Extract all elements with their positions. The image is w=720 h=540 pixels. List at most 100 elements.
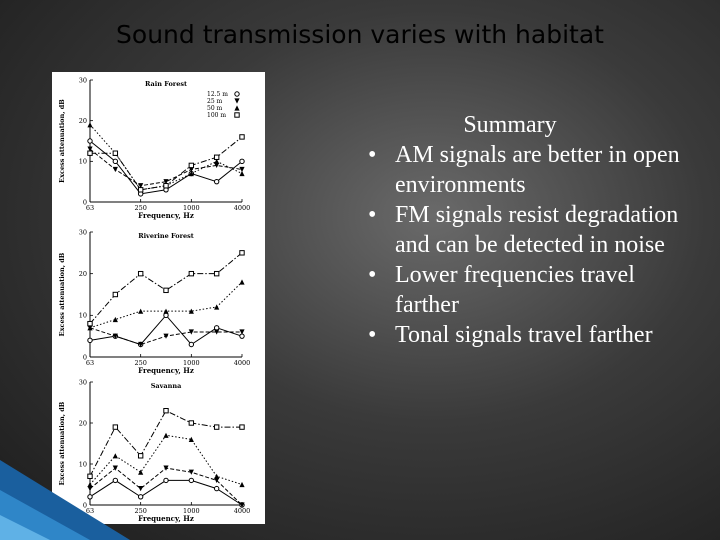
series-line [89,314,243,346]
data-point [188,329,194,335]
data-point [239,481,245,488]
summary-bullet-text: Tonal signals travel farther [395,322,653,348]
legend-marker [234,105,240,111]
y-axis-label: Excess attenuation, dB [58,99,66,183]
y-axis-label: Excess attenuation, dB [58,401,66,485]
x-tick-label: 63 [86,359,94,367]
y-tick-label: 10 [79,312,87,320]
data-point [163,465,169,471]
data-point [239,279,245,285]
data-point [163,408,169,414]
data-point [112,477,119,484]
data-point [239,158,245,165]
x-axis-label: Frequency, Hz [138,211,194,220]
summary-bullet-text: Lower frequencies travel farther [395,262,635,318]
y-tick-label: 20 [79,270,87,278]
data-point [137,270,144,277]
data-point [188,166,194,173]
y-tick-label: 20 [79,419,87,427]
y-tick-label: 0 [83,353,87,361]
y-tick-label: 30 [79,378,87,386]
x-axis-label: Frequency, Hz [138,366,194,375]
data-point [112,150,119,156]
data-point [112,333,118,339]
data-point [138,486,144,492]
data-point [239,170,245,177]
x-tick-label: 4000 [234,204,251,212]
data-point [87,481,93,488]
data-point [137,453,144,459]
chart-title: Rain Forest [145,80,187,88]
y-tick-label: 10 [79,158,87,166]
chart-title: Riverine Forest [138,232,194,240]
summary-heading: Summary [463,112,557,138]
data-point [138,308,144,314]
chart-panel: Savanna 0 10 20 30 63 250 1000 4000 Frequency, Hz… [58,378,250,523]
bullet-icon: • [368,262,377,288]
chart-panel: Rain Forest 0 10 20 30 63 250 1000 4000 Frequency… [58,76,250,220]
attenuation-charts: Rain Forest 0 10 20 30 63 250 1000 4000 Frequency… [58,76,250,523]
data-point [214,158,220,164]
data-point [239,250,245,256]
data-point [112,316,118,323]
data-point [239,424,245,430]
data-point [163,183,169,189]
y-tick-label: 10 [79,460,87,468]
data-point [188,420,195,426]
data-point [239,166,245,173]
data-point [87,337,93,344]
data-point [112,291,119,298]
legend-marker [234,98,240,104]
corner-accent-graphic [0,460,130,540]
summary-bullet: • FM signals resist degradation and can b… [360,200,700,260]
y-tick-label: 30 [79,76,87,84]
data-point [188,308,194,314]
data-point [239,333,245,339]
summary-panel: Summary • AM signals are better in open e… [360,110,700,350]
x-tick-label: 4000 [234,507,251,515]
legend-label: 25 m [207,98,223,105]
data-point [87,486,93,492]
x-tick-label: 250 [134,204,146,212]
data-point [112,465,118,471]
summary-bullet: • AM signals are better in open environme… [360,140,700,200]
data-point [213,154,220,160]
x-tick-label: 63 [86,204,94,212]
data-point [214,304,220,310]
x-tick-label: 250 [134,359,146,367]
data-point [214,477,220,483]
data-point [213,270,220,277]
bullet-icon: • [368,322,377,348]
data-point [188,162,195,169]
chart-panel: Riverine Forest 0 10 20 30 63 250 1000 4000 Frequ… [58,228,250,375]
legend-label: 50 m [207,105,223,112]
data-point [213,424,220,430]
data-point [163,179,169,185]
data-point [87,494,93,500]
data-point [87,150,93,156]
data-point [138,341,144,348]
legend-marker [234,112,240,118]
attenuation-figure: Rain Forest 0 10 20 30 63 250 1000 4000 Frequency… [52,72,265,524]
data-point [214,473,220,479]
legend-label: 12.5 m [207,91,228,98]
data-point [213,178,220,185]
data-point [188,477,195,484]
x-axis-label: Frequency, Hz [138,514,194,523]
summary-list: • AM signals are better in open environme… [360,140,700,350]
y-tick-label: 30 [79,228,87,236]
data-point [188,170,194,177]
data-point [163,308,169,314]
data-point [137,187,144,193]
data-point [87,146,93,152]
data-point [137,494,144,500]
data-point [239,329,245,335]
data-point [213,485,220,492]
x-tick-label: 1000 [183,359,200,367]
data-point [188,341,195,348]
data-point [239,502,245,508]
slide-title: Sound transmission varies with habitat [116,20,604,49]
data-point [188,270,195,277]
data-point [112,166,118,173]
data-point [239,134,245,140]
